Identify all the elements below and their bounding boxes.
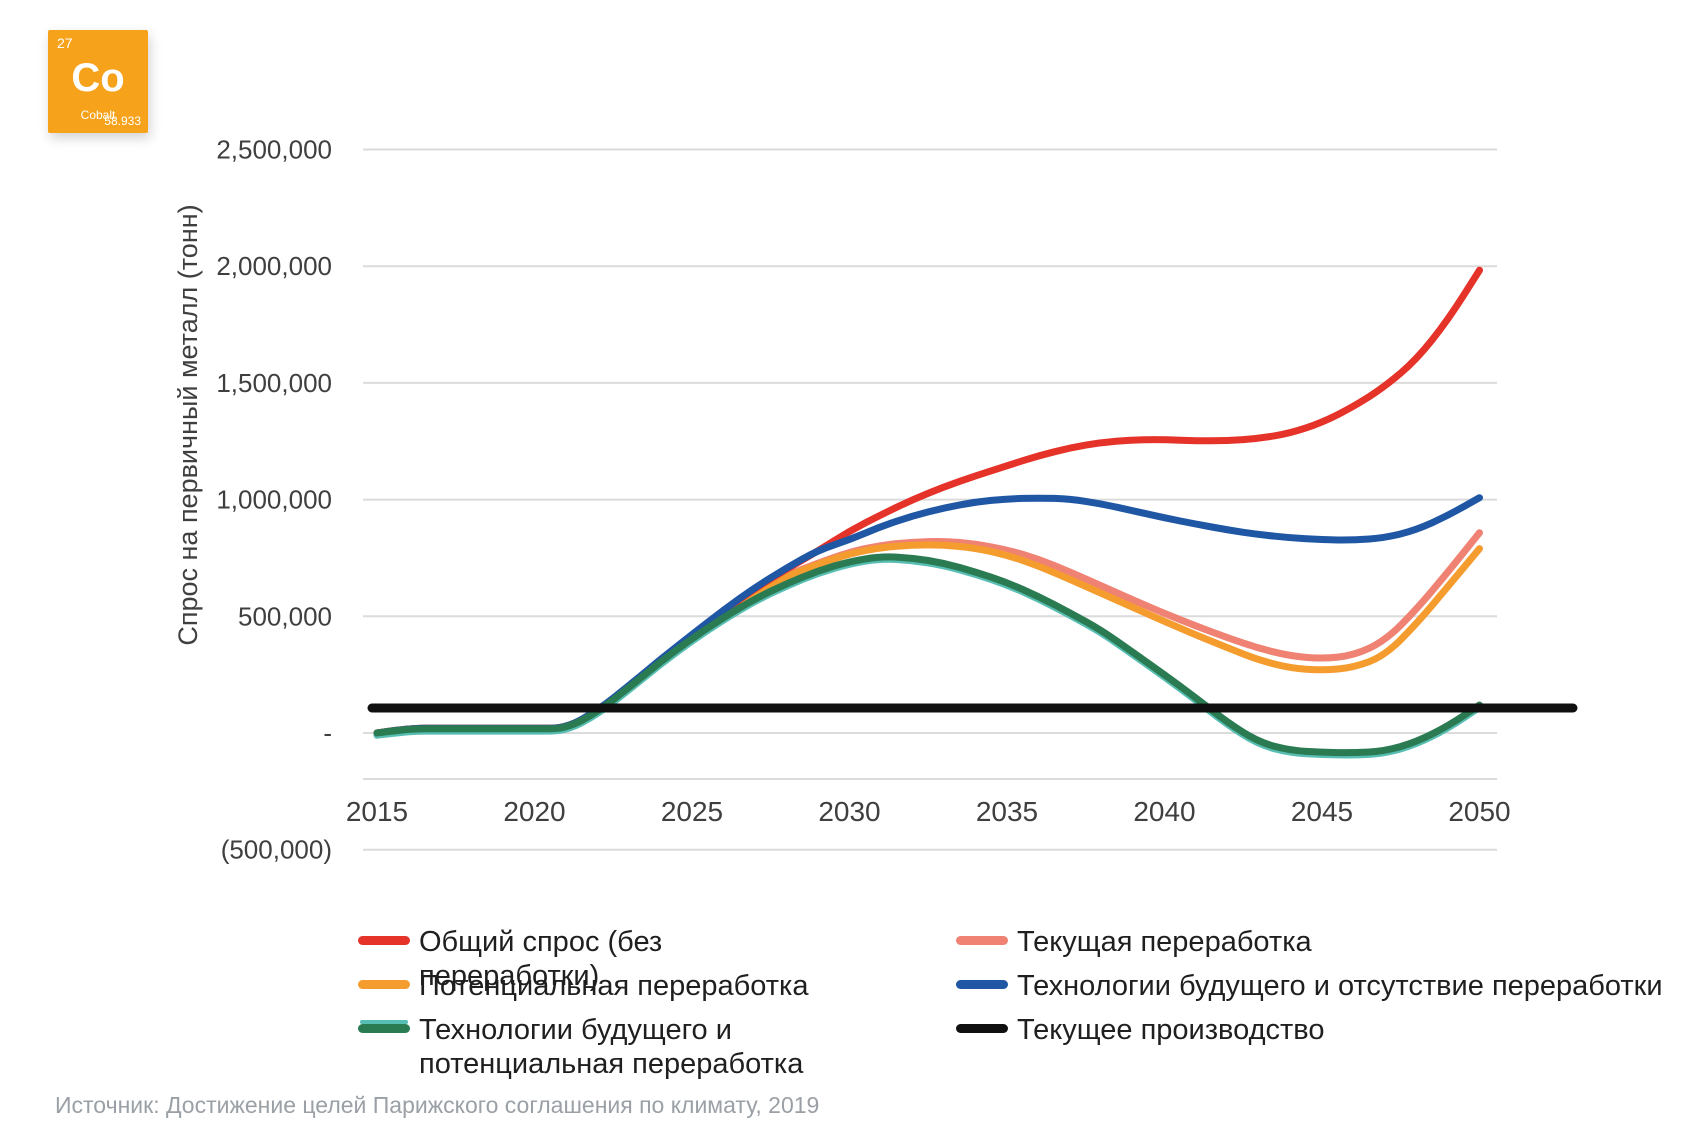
x-tick-label: 2020 <box>503 796 565 827</box>
legend-item-current-production: Текущее производство <box>956 1013 1325 1047</box>
legend-label: Технологии будущего и потенциальная пере… <box>419 1014 804 1080</box>
element-badge-cobalt: 27 Co Cobalt 58.933 <box>48 30 148 133</box>
element-atomic-number: 27 <box>57 35 73 51</box>
legend-swatch-accent <box>360 1020 408 1024</box>
legend-label: Технологии будущего и отсутствие перераб… <box>1017 970 1663 1002</box>
element-name: Cobalt <box>80 108 116 122</box>
gridlines-layer <box>363 148 1497 851</box>
y-axis-title: Спрос на первичный металл (тонн) <box>173 204 203 645</box>
y-tick-label: 1,000,000 <box>216 485 332 515</box>
legend-label: Текущая переработка <box>1017 926 1312 958</box>
element-atomic-mass: 58.933 <box>104 114 141 128</box>
legend-swatch-current-production <box>956 1024 1008 1033</box>
x-tick-labels: 2015 2020 2025 2030 2035 2040 2045 2050 <box>346 796 1511 827</box>
x-tick-label: 2045 <box>1291 796 1353 827</box>
x-tick-label: 2035 <box>976 796 1038 827</box>
legend-swatch-future-tech-potential-recycling <box>358 1020 410 1033</box>
legend-swatch-potential-recycling <box>358 980 410 989</box>
legend-swatch-current-recycling <box>956 936 1008 945</box>
y-tick-label: 2,500,000 <box>216 135 332 165</box>
source-note: Источник: Достижение целей Парижского со… <box>55 1092 820 1118</box>
series-layer <box>367 266 1578 759</box>
y-tick-label: 1,500,000 <box>216 368 332 398</box>
legend-item-total-demand: Общий спрос (без переработки) <box>358 925 849 993</box>
series-line-total-demand <box>373 266 1483 737</box>
x-tick-label: 2030 <box>818 796 880 827</box>
legend-item-current-recycling: Текущая переработка <box>956 925 1312 959</box>
legend-swatch-future-tech-no-recycling <box>956 980 1008 989</box>
y-tick-label: 500,000 <box>238 601 332 631</box>
x-tick-label: 2015 <box>346 796 408 827</box>
y-tick-label: - <box>323 718 332 748</box>
legend-item-future-tech-no-recycling: Технологии будущего и отсутствие перераб… <box>956 969 1663 1003</box>
y-tick-label: (500,000) <box>221 835 332 865</box>
x-tick-label: 2040 <box>1133 796 1195 827</box>
x-tick-label: 2050 <box>1448 796 1510 827</box>
x-tick-label: 2025 <box>661 796 723 827</box>
series-line-future-tech-potential-recycling <box>373 553 1483 757</box>
legend-label: Общий спрос (без переработки) <box>419 926 663 992</box>
y-tick-labels: 2,500,000 2,000,000 1,500,000 1,000,000 500,… <box>216 135 332 865</box>
y-tick-label: 2,000,000 <box>216 251 332 281</box>
legend-item-future-tech-potential-recycling: Технологии будущего и потенциальная пере… <box>358 1013 849 1081</box>
legend-swatch-total-demand <box>358 936 410 945</box>
legend-label: Текущее производство <box>1017 1014 1325 1046</box>
legend-label: Потенциальная переработка <box>419 970 809 1002</box>
element-symbol: Co <box>71 56 125 100</box>
legend-item-potential-recycling: Потенциальная переработка <box>358 969 809 1003</box>
